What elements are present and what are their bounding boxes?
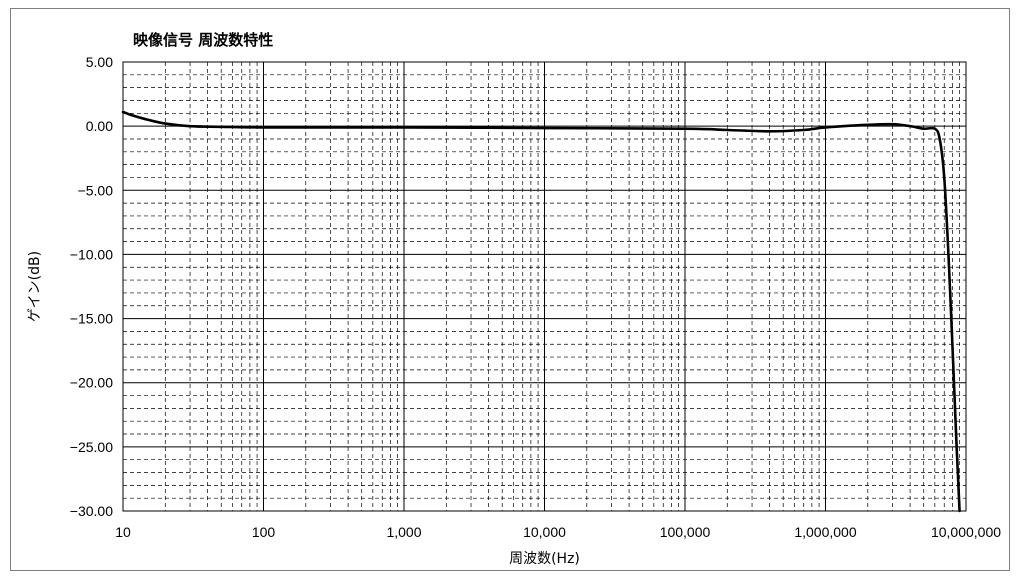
y-tick-labels: 5.00 0.00 −5.00 −10.00 −15.00 −20.00 −25.00 −30… [70,54,113,519]
chart-title: 映像信号 周波数特性 [133,31,273,49]
y-tick-label: −5.00 [78,182,114,198]
y-tick-label: −25.00 [70,439,113,455]
x-axis-label: 周波数(Hz) [509,551,580,567]
y-axis-label: ゲイン(dB) [27,251,43,322]
x-tick-label: 10,000,000 [931,524,1001,540]
y-tick-label: −30.00 [70,503,113,519]
series-line-0 [121,110,961,513]
y-tick-label: −15.00 [70,311,113,327]
x-tick-label: 1,000,000 [794,524,856,540]
y-tick-label: −10.00 [70,246,113,262]
x-tick-label: 100,000 [660,524,711,540]
x-tick-label: 10 [115,524,131,540]
y-tick-label: 5.00 [86,54,113,70]
x-tick-label: 100 [252,524,276,540]
series-layer [121,110,961,513]
y-tick-label: −20.00 [70,375,113,391]
chart-frame: 映像信号 周波数特性 5.00 0.00 −5.00 −10.00 −15.00 −20.… [10,8,1010,571]
grid-layer [123,62,966,511]
chart-svg: 映像信号 周波数特性 5.00 0.00 −5.00 −10.00 −15.00 −20.… [27,31,1001,567]
x-tick-labels: 10 100 1,000 10,000 100,000 1,000,000 10,000,0… [115,524,1001,540]
y-tick-label: 0.00 [86,118,113,134]
x-tick-label: 10,000 [523,524,566,540]
plot-border [122,61,967,512]
x-tick-label: 1,000 [386,524,421,540]
